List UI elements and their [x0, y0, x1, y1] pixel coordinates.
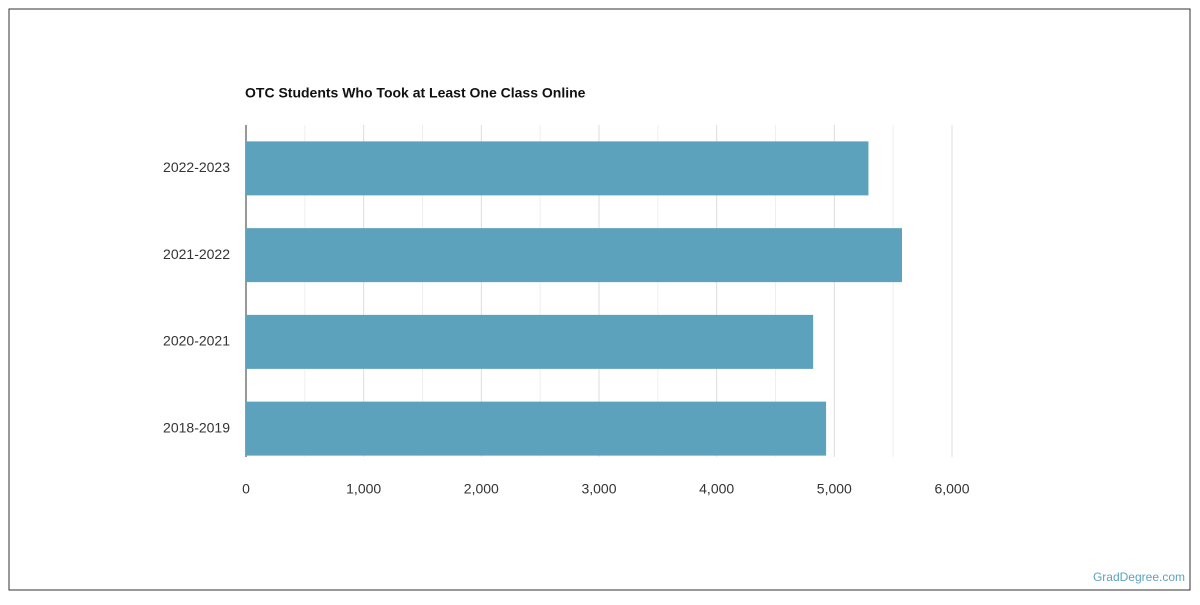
y-tick-label: 2021-2022	[163, 246, 230, 262]
bar	[246, 314, 814, 369]
source-label: GradDegree.com	[1093, 570, 1185, 584]
x-tick-label: 3,000	[581, 481, 616, 497]
bar	[246, 401, 827, 456]
chart-title: OTC Students Who Took at Least One Class…	[245, 85, 586, 101]
y-tick-label: 2022-2023	[163, 159, 230, 175]
x-tick-label: 1,000	[346, 481, 381, 497]
bar	[246, 141, 869, 196]
x-tick-label: 5,000	[817, 481, 852, 497]
x-tick-label: 4,000	[699, 481, 734, 497]
x-tick-label: 2,000	[464, 481, 499, 497]
x-tick-label: 0	[242, 481, 250, 497]
bar	[246, 228, 902, 283]
y-tick-label: 2020-2021	[163, 333, 230, 349]
x-tick-label: 6,000	[934, 481, 969, 497]
y-tick-label: 2018-2019	[163, 419, 230, 435]
